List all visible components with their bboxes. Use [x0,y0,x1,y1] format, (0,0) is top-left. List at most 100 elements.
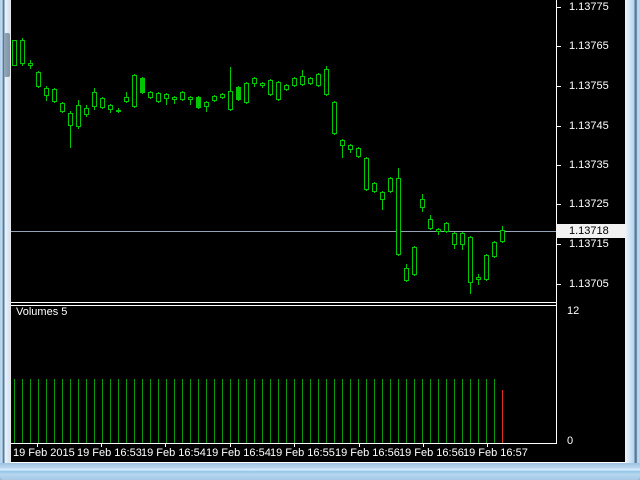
volume-bar [470,378,471,443]
volume-bar [398,378,399,443]
price-axis-label: 1.13705 [569,278,609,290]
window-frame-left [0,0,10,463]
candle [268,80,273,95]
candle-wick [230,67,231,111]
candle [444,223,449,232]
price-axis-label: 1.13735 [569,159,609,171]
time-axis-tick [359,443,360,447]
volume-bar [102,378,103,443]
candle [100,98,105,108]
volume-bar [46,378,47,443]
candle-wick [166,93,167,105]
candle [316,74,321,86]
volume-bar [94,378,95,443]
volume-bar [246,378,247,443]
volume-bar [382,378,383,443]
price-axis-label: 1.13745 [569,120,609,132]
volume-min-label: 0 [567,435,574,447]
volume-bar [414,378,415,443]
candle [188,97,193,100]
volume-bar [486,378,487,443]
price-axis-label: 1.13715 [569,238,609,250]
volume-bar [446,378,447,443]
candle [452,233,457,245]
candle [340,140,345,146]
price-axis-tick [556,7,561,8]
time-axis-tick [230,443,231,447]
candle [412,247,417,275]
pane-divider-top-line[interactable] [11,302,557,303]
candle [12,40,17,66]
time-axis-line [11,443,557,444]
candle [236,87,241,100]
volume-bar [254,378,255,443]
volume-bar [374,378,375,443]
candle [252,78,257,84]
candle-wick [190,96,191,105]
candle [20,40,25,64]
volume-bar [198,378,199,443]
volume-bar [350,378,351,443]
candle [148,92,153,98]
volume-bar [38,378,39,443]
candle [284,85,289,90]
candle [132,75,137,107]
indicator-title: Volumes 5 [16,306,68,318]
candle [260,83,265,86]
volume-bar [214,378,215,443]
candle [372,183,377,192]
volume-bar [334,378,335,443]
candle [220,94,225,98]
pane-divider-bottom-line[interactable] [11,305,557,306]
candle [484,255,489,280]
volume-bar [406,378,407,443]
window-frame-left-shade [4,33,10,77]
volume-bar [422,378,423,443]
volume-bar [294,378,295,443]
price-axis-tick [556,204,561,205]
candle [276,82,281,100]
candle [108,105,113,110]
volume-bar [326,378,327,443]
volume-bar [366,378,367,443]
bid-price-line [11,231,556,232]
candle [180,92,185,100]
volume-bar [150,378,151,443]
candle [156,93,161,102]
time-axis-label: 19 Feb 16:54 [206,447,271,459]
volume-max-label: 12 [567,305,580,317]
candle [324,69,329,95]
time-axis-label: 19 Feb 16:56 [399,447,464,459]
volume-bar [390,378,391,443]
volume-indicator-pane[interactable] [11,306,556,443]
time-axis-label: 19 Feb 2015 [13,447,75,459]
window-frame-right [626,0,640,463]
volume-bar [70,378,71,443]
time-axis-tick [37,443,38,447]
candle [388,178,393,192]
candle [300,76,305,85]
price-chart-pane[interactable] [11,0,556,302]
volume-bar [134,378,135,443]
price-axis-label: 1.13725 [569,198,609,210]
volume-bar [182,378,183,443]
volume-bar [278,378,279,443]
volume-bar [14,378,15,443]
time-axis-label: 19 Feb 16:55 [270,447,335,459]
candle [356,148,361,157]
candle-wick [382,191,383,210]
volume-bar [270,378,271,443]
volume-bar [22,378,23,443]
volume-bar [342,378,343,443]
candle [476,277,481,280]
price-axis-tick [556,165,561,166]
time-axis-tick [423,443,424,447]
price-axis-label: 1.13755 [569,80,609,92]
candle [428,219,433,229]
time-axis-label: 19 Feb 16:53 [77,447,142,459]
volume-bar [54,378,55,443]
time-axis-tick [294,443,295,447]
volume-bar [286,378,287,443]
candle [380,192,385,200]
volume-bar [206,378,207,443]
